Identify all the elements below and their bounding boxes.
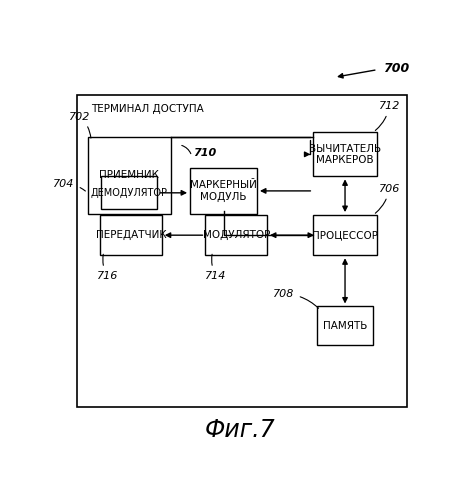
Text: 700: 700 (383, 62, 410, 75)
Text: ПЕРЕДАТЧИК: ПЕРЕДАТЧИК (96, 230, 166, 240)
Text: ПАМЯТЬ: ПАМЯТЬ (323, 320, 367, 330)
Bar (313, 215, 377, 256)
Text: МОДУЛЯТОР: МОДУЛЯТОР (203, 230, 270, 240)
Text: 708: 708 (273, 288, 319, 308)
Text: ПРИЕМНИК: ПРИЕМНИК (99, 170, 159, 180)
Text: 712: 712 (375, 101, 400, 130)
Bar (313, 132, 377, 176)
Text: ТЕРМИНАЛ ДОСТУПА: ТЕРМИНАЛ ДОСТУПА (91, 104, 204, 115)
Text: 704: 704 (53, 179, 85, 191)
Text: 702: 702 (69, 112, 91, 138)
Text: ДЕМОДУЛЯТОР: ДЕМОДУЛЯТОР (91, 188, 168, 198)
Bar (101, 176, 157, 209)
Bar (100, 215, 162, 256)
Text: ВЫЧИТАТЕЛЬ
МАРКЕРОВ: ВЫЧИТАТЕЛЬ МАРКЕРОВ (309, 144, 381, 165)
Bar (205, 215, 267, 256)
Bar (317, 306, 373, 345)
Text: 710: 710 (194, 148, 217, 158)
Bar (88, 137, 171, 214)
Text: 706: 706 (375, 184, 400, 213)
Text: 714: 714 (205, 254, 227, 281)
Text: 716: 716 (96, 254, 118, 281)
Text: Фиг.7: Фиг.7 (205, 418, 275, 442)
Text: МАРКЕРНЫЙ
МОДУЛЬ: МАРКЕРНЫЙ МОДУЛЬ (190, 180, 257, 202)
Text: ПРОЦЕССОР: ПРОЦЕССОР (312, 230, 378, 240)
Bar (77, 94, 407, 406)
Bar (190, 168, 257, 214)
